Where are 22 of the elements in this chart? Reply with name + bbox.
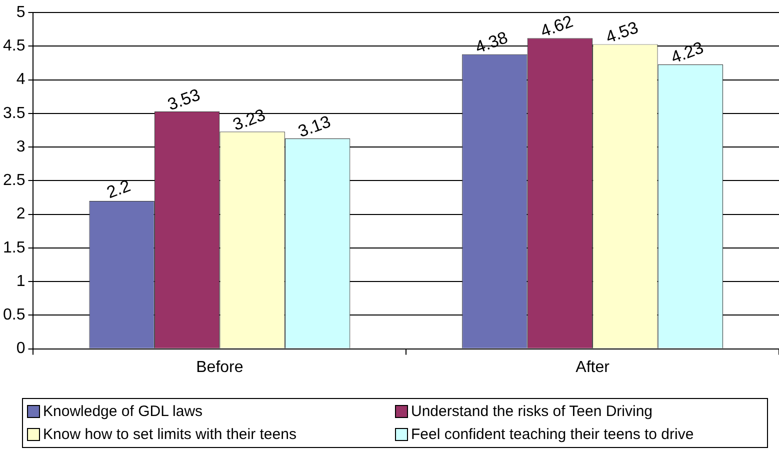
legend-label: Understand the risks of Teen Driving	[411, 403, 653, 420]
x-tick-label: After	[576, 358, 610, 376]
data-label: 3.53	[165, 85, 203, 114]
y-tick-label: 3	[16, 138, 26, 156]
y-tick-label: 0	[16, 340, 26, 358]
y-tick-label: 1.5	[2, 239, 26, 256]
legend-label: Feel confident teaching their teens to drive	[411, 426, 694, 443]
y-tick-label: 2.5	[2, 172, 26, 190]
data-label: 3.13	[296, 112, 334, 142]
y-tick-label: 1	[16, 272, 26, 290]
data-label: 4.62	[538, 12, 576, 41]
data-label: 4.53	[603, 18, 641, 48]
y-tick-label: 5	[16, 4, 26, 22]
y-tick-label: 2	[16, 206, 26, 223]
x-tick-label: Before	[196, 358, 244, 376]
y-tick-label: 4	[16, 71, 26, 88]
y-tick-label: 0.5	[2, 306, 26, 324]
data-label: 2.2	[104, 176, 133, 202]
legend-label: Know how to set limits with their teens	[43, 426, 296, 443]
y-tick-label: 3.5	[2, 104, 26, 122]
legend-label: Knowledge of GDL laws	[43, 403, 203, 420]
y-tick-label: 4.5	[2, 38, 26, 55]
